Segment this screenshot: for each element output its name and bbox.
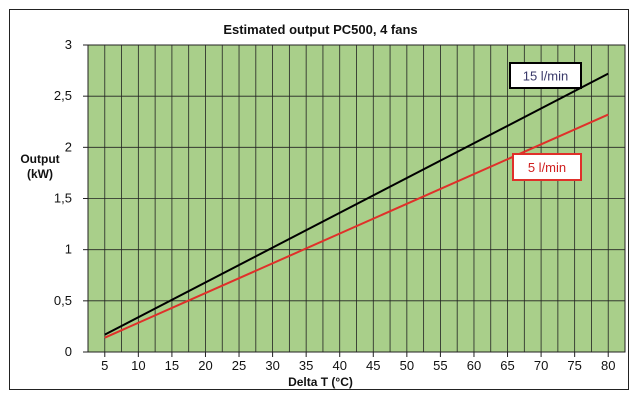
series-label-box-2 <box>512 153 582 181</box>
x-tick-label: 70 <box>534 358 548 373</box>
y-tick-label: 0,5 <box>54 293 72 308</box>
x-axis-label: Delta T (°C) <box>288 375 353 389</box>
x-tick-label: 55 <box>433 358 447 373</box>
series-label-2: 5 l/min <box>528 160 566 175</box>
series-line-1 <box>104 72 609 336</box>
y-axis-label-line2: (kW) <box>27 167 53 181</box>
y-axis-label: Output (kW) <box>14 152 66 182</box>
x-tick-label: 45 <box>366 358 380 373</box>
y-tick-label: 3 <box>65 37 72 52</box>
y-tick-label: 0 <box>65 344 72 359</box>
y-tick-label: 1,5 <box>54 191 72 206</box>
x-tick-label: 80 <box>601 358 615 373</box>
series-label-box-1 <box>509 62 582 89</box>
x-tick-label: 60 <box>467 358 481 373</box>
x-tick-label: 75 <box>567 358 581 373</box>
y-tick-label: 1 <box>65 242 72 257</box>
chart-title: Estimated output PC500, 4 fans <box>223 22 418 37</box>
x-tick-label: 25 <box>232 358 246 373</box>
x-tick-label: 15 <box>165 358 179 373</box>
y-tick-label: 2,5 <box>54 88 72 103</box>
y-tick-label: 2 <box>65 139 72 154</box>
series-line-2 <box>104 113 609 339</box>
x-tick-label: 5 <box>101 358 108 373</box>
x-tick-label: 35 <box>299 358 313 373</box>
x-tick-label: 65 <box>500 358 514 373</box>
series-label-1: 15 l/min <box>523 69 569 84</box>
x-tick-label: 30 <box>265 358 279 373</box>
x-tick-label: 50 <box>400 358 414 373</box>
x-tick-label: 10 <box>131 358 145 373</box>
x-tick-label: 40 <box>332 358 346 373</box>
y-axis-label-line1: Output <box>20 152 60 166</box>
x-tick-label: 20 <box>198 358 212 373</box>
